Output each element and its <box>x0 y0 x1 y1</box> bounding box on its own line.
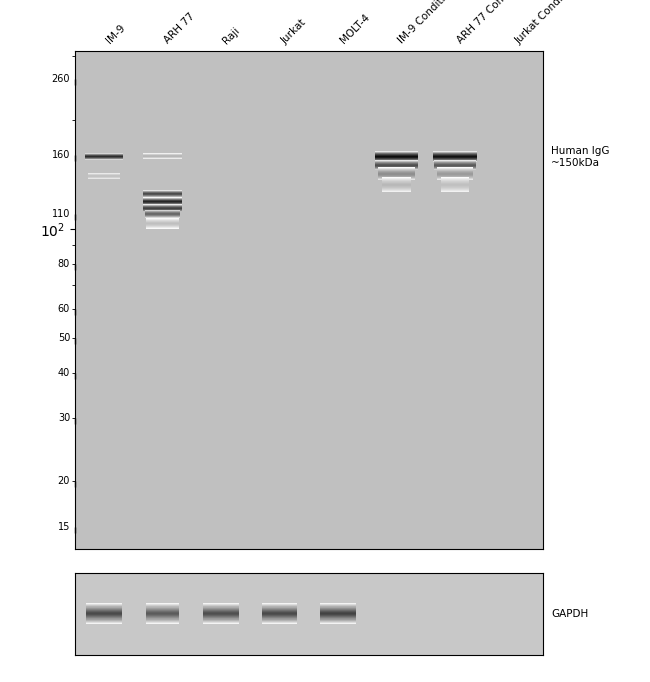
Text: 50: 50 <box>58 333 70 342</box>
Text: ARH 77 Conditioned Medium: ARH 77 Conditioned Medium <box>455 0 568 46</box>
Text: 40: 40 <box>58 368 70 378</box>
Text: Human IgG
~150kDa: Human IgG ~150kDa <box>551 146 610 168</box>
Text: 60: 60 <box>58 304 70 314</box>
Text: ARH 77: ARH 77 <box>162 12 197 46</box>
Text: MOLT-4: MOLT-4 <box>338 12 371 46</box>
Text: Jurkat Conditioned Medium: Jurkat Conditioned Medium <box>514 0 621 46</box>
Text: 20: 20 <box>58 477 70 486</box>
Text: 260: 260 <box>51 74 70 84</box>
Text: 160: 160 <box>52 150 70 160</box>
Text: 110: 110 <box>52 209 70 219</box>
Text: IM-9 Conditioned Medium: IM-9 Conditioned Medium <box>396 0 498 46</box>
Text: 30: 30 <box>58 413 70 423</box>
Text: 80: 80 <box>58 258 70 269</box>
Text: 15: 15 <box>58 522 70 531</box>
Text: IM-9: IM-9 <box>104 23 127 46</box>
Text: GAPDH: GAPDH <box>551 609 588 619</box>
Text: Raji: Raji <box>221 25 242 46</box>
Text: Jurkat: Jurkat <box>280 17 308 46</box>
